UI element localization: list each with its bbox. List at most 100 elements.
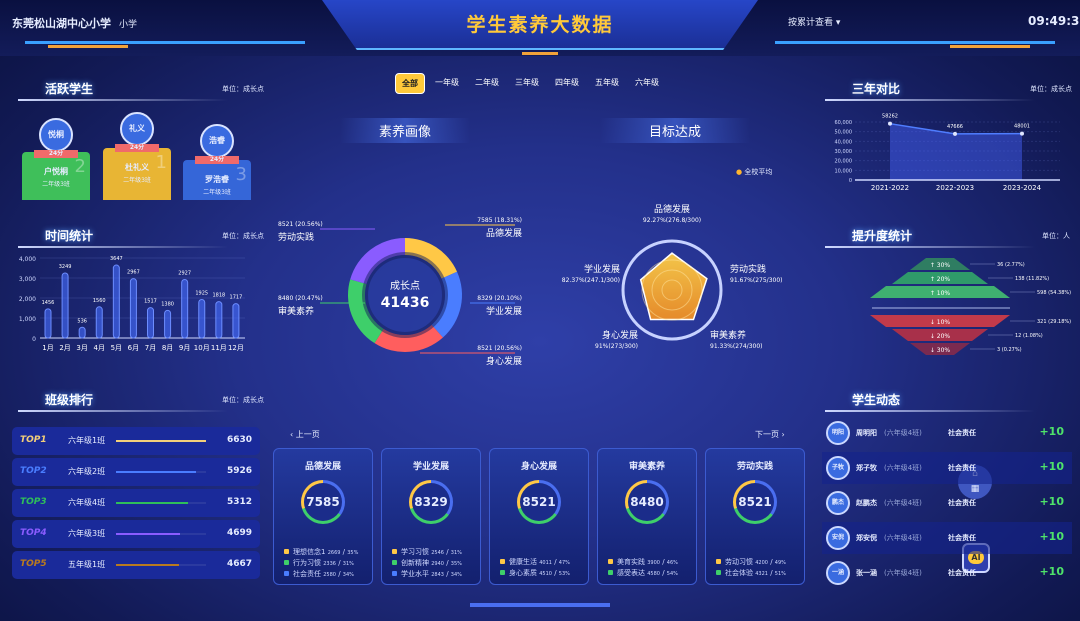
card-ring: 8480 (625, 480, 669, 524)
card-ring: 8521 (733, 480, 777, 524)
card-title: 劳动实践 (736, 462, 773, 472)
school-type: 小学 (119, 20, 138, 30)
dimension-item: 社会责任 (948, 569, 976, 577)
funnel-up-segment (910, 258, 970, 270)
podium-block: 2 户悦桐 二年级3班 (22, 152, 90, 200)
student-dynamic-row[interactable]: 明阳 周明阳 (六年级4班) 社会责任 +10 (822, 417, 1072, 449)
student-dynamic-row[interactable]: 一涵 张一涵 (六年级4班) 社会责任 +10 (822, 557, 1072, 589)
legend-dot-icon (284, 549, 289, 554)
student-avatar[interactable]: 浩睿 (200, 124, 234, 158)
sub-item-value: 2336 (323, 561, 336, 567)
legend-label: 全校平均 (744, 168, 773, 176)
student-avatar[interactable]: 子牧 (826, 456, 850, 480)
prev-page-button[interactable]: ‹ 上一页 (290, 429, 320, 440)
sub-item-value: 2843 (431, 572, 444, 578)
area-fill (890, 123, 1022, 180)
next-page-button[interactable]: 下一页 › (755, 429, 785, 440)
goal-title: 目标达成 (600, 118, 750, 143)
class-rank-row[interactable]: TOP3 六年级4班 5312 (12, 489, 260, 517)
grade-tab[interactable]: 三年级 (515, 78, 539, 87)
grade-tab[interactable]: 五年级 (595, 78, 619, 87)
section-title-promotion: 提升度统计 (852, 229, 913, 243)
radar-axis-name: 劳动实践 (730, 263, 766, 275)
radar-axis-name: 品德发展 (654, 203, 690, 215)
student-avatar[interactable]: 礼义 (120, 112, 154, 146)
dimension-card[interactable]: 劳动实践 8521 劳动习惯 4200 / 49% 社会体验 4321 / 51% (705, 448, 805, 585)
x-tick-label: 2021-2022 (871, 184, 909, 192)
podium-rank: 1 (155, 152, 167, 173)
student-dynamic-row[interactable]: 安倪 郑安倪 (六年级4班) 社会责任 +10 (822, 522, 1072, 554)
grade-tab[interactable]: 一年级 (435, 78, 459, 87)
podium-block: 3 罗浩睿 二年级3班 (183, 160, 251, 200)
legend-dot-icon (500, 570, 505, 575)
bar-value-label: 1818 (212, 293, 225, 299)
unit-label: 单位：成长点 (222, 232, 264, 240)
legend-dot-icon (284, 560, 289, 565)
grade-tab[interactable]: 四年级 (555, 78, 579, 87)
funnel-down-label: ↓ 10% (930, 319, 951, 326)
student-avatar[interactable]: 明阳 (826, 421, 850, 445)
section-title-time-stats: 时间统计 (45, 229, 94, 243)
ai-icon: AI (968, 551, 984, 564)
card-title: 身心发展 (520, 462, 557, 472)
clock: 09:49:37 (1028, 14, 1080, 28)
card-sub-item: 社会体验 4321 / 51% (716, 568, 804, 579)
y-tick-label: 0 (849, 178, 852, 184)
dimension-card[interactable]: 审美素养 8480 美育实践 3900 / 46% 感受表达 4580 / 54% (597, 448, 697, 585)
slice-name-label: 劳动实践 (278, 231, 314, 243)
class-rank-row[interactable]: TOP5 五年级1班 4667 (12, 551, 260, 579)
grade-tab[interactable]: 六年级 (635, 78, 659, 87)
student-dynamic-row[interactable]: 鹏杰 赵鹏杰 (六年级4班) 社会责任 +10 (822, 487, 1072, 519)
dimension-item: 社会责任 (948, 464, 976, 472)
student-class: 二年级3班 (203, 189, 231, 196)
student-avatar[interactable]: 一涵 (826, 561, 850, 585)
grade-tab[interactable]: 二年级 (475, 78, 499, 87)
progress-track (116, 440, 206, 442)
student-avatar[interactable]: 安倪 (826, 526, 850, 550)
student-class: (六年级4班) (884, 534, 922, 542)
y-tick-label: 3,000 (19, 276, 36, 283)
slice-value-label: 7585 (18.31%) (477, 217, 522, 224)
sub-item-name: 美育实践 (617, 558, 645, 566)
view-mode-select[interactable]: 按累计查看 ▾ (788, 15, 840, 28)
donut-hole (362, 252, 448, 338)
radar-axis-value: 91.33%(274/300) (710, 343, 763, 350)
slice-value-label: 8329 (20.10%) (477, 295, 522, 302)
dimension-card[interactable]: 学业发展 8329 学习习惯 2546 / 31% 创新精神 2940 / 35%… (381, 448, 481, 585)
donut-center-label: 成长点 (390, 280, 420, 292)
bar (95, 306, 103, 339)
student-name: 赵鹏杰 (856, 499, 877, 507)
card-title: 学业发展 (412, 462, 449, 472)
section-underline (18, 99, 228, 101)
class-rank-row[interactable]: TOP4 六年级3班 4699 (12, 520, 260, 548)
funnel-up-value: 598 (54.38%) (1037, 290, 1071, 296)
card-value: 8521 (520, 483, 558, 521)
header-decor-center (522, 52, 558, 55)
header-decor-orange-right (950, 45, 1030, 48)
data-point (1020, 131, 1024, 136)
student-name: 张一涵 (856, 569, 877, 577)
class-rank-row[interactable]: TOP2 六年级2班 5926 (12, 458, 260, 486)
section-underline (825, 410, 1035, 412)
school-name-text: 东莞松山湖中心小学 (12, 17, 111, 30)
dimension-card[interactable]: 身心发展 8521 健康生活 4011 / 47% 身心素质 4510 / 53% (489, 448, 589, 585)
card-value: 8329 (412, 483, 450, 521)
grade-tab[interactable]: 全部 (395, 73, 425, 94)
student-avatar[interactable]: 鹏杰 (826, 491, 850, 515)
class-rank-row[interactable]: TOP1 六年级1班 6630 (12, 427, 260, 455)
portrait-donut-chart: 成长点 41436 7585 (18.31%) 品德发展 8329 (20.10%) 学业… (278, 217, 522, 367)
dimension-card[interactable]: 品德发展 7585 理想信念1 2669 / 35% 行为习惯 2336 / 31… (273, 448, 373, 585)
student-avatar[interactable]: 悦桐 (39, 118, 73, 152)
point-value-label: 48001 (1014, 124, 1030, 130)
slice-value-label: 8480 (20.47%) (278, 295, 323, 302)
radar-axis-name: 审美素养 (710, 329, 746, 341)
three-year-area-chart: 0 10,000 20,000 30,000 40,000 50,000 60,000 582… (835, 114, 1060, 192)
funnel-up-value: 36 (2.77%) (997, 262, 1025, 268)
class-score: 4699 (226, 528, 252, 538)
funnel-down-value: 321 (29.18%) (1037, 319, 1071, 325)
x-tick-label: 4月 (94, 344, 105, 352)
student-dynamic-row[interactable]: 子牧 郑子牧 (六年级4班) 社会责任 +10 (822, 452, 1072, 484)
radar-grid (651, 269, 693, 311)
unit-label: 单位：成长点 (222, 396, 264, 404)
grid-icon[interactable]: ▦ (970, 484, 980, 494)
